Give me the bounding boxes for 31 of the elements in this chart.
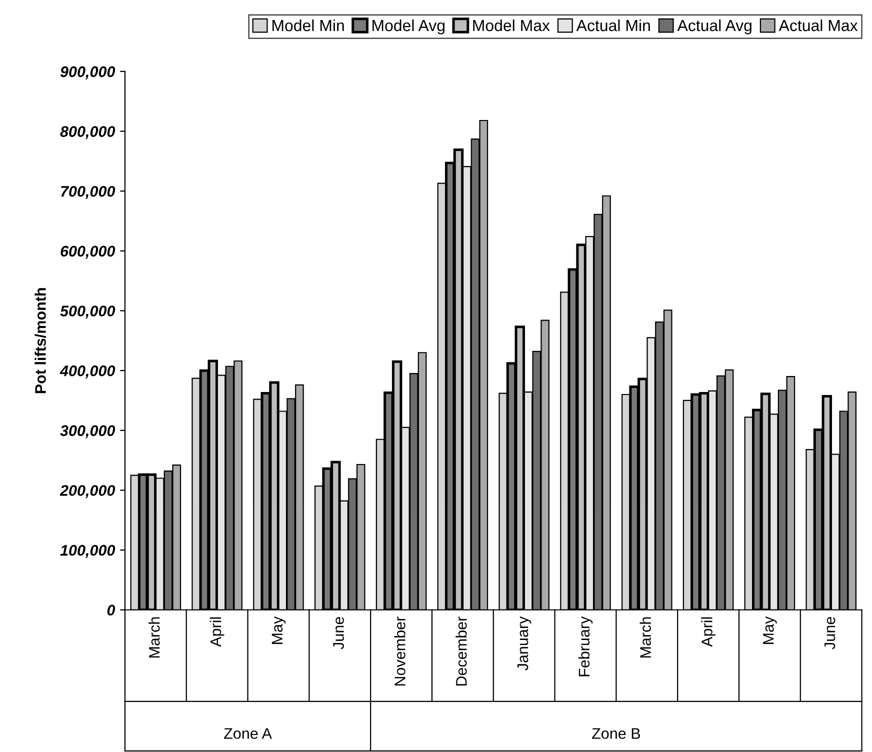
- text: Zone B: [592, 728, 640, 739]
- y-tick-label: 400,000: [60, 365, 116, 378]
- y-tick-label: 500,000: [60, 306, 116, 319]
- y-tick-label: 100,000: [60, 544, 116, 558]
- x-tick-label: June: [333, 617, 344, 650]
- text: Zone A: [224, 728, 272, 739]
- legend-label: Model Max: [473, 19, 550, 32]
- y-tick-label: 700,000: [61, 186, 116, 199]
- x-tick-label: May: [763, 616, 777, 644]
- x-tick-label: March: [640, 617, 651, 658]
- legend-label: Model Avg: [372, 19, 444, 34]
- y-tick-label: 300,000: [60, 425, 116, 438]
- x-tick-label: December: [456, 616, 467, 686]
- y-tick-label: 0: [107, 604, 116, 616]
- legend-label: Actual Avg: [677, 19, 752, 34]
- y-tick-label: 800,000: [60, 126, 116, 140]
- x-tick-label: May: [272, 616, 286, 644]
- y-tick-label: 900,000: [60, 66, 116, 80]
- x-tick-label: April: [210, 617, 224, 647]
- legend-label: Actual Min: [576, 19, 650, 32]
- x-tick-label: November: [394, 616, 406, 686]
- y-axis-title: Pot lifts/month: [34, 288, 46, 394]
- legend-label: Actual Max: [778, 19, 858, 32]
- x-tick-label: March: [148, 617, 160, 658]
- x-tick-label: February: [578, 616, 593, 676]
- legend-label: Model Min: [272, 19, 344, 32]
- x-tick-label: January: [518, 616, 532, 670]
- x-tick-label: April: [701, 617, 716, 647]
- y-tick-label: 200,000: [60, 485, 116, 498]
- y-tick-label: 600,000: [60, 246, 116, 259]
- x-tick-label: June: [824, 617, 836, 650]
